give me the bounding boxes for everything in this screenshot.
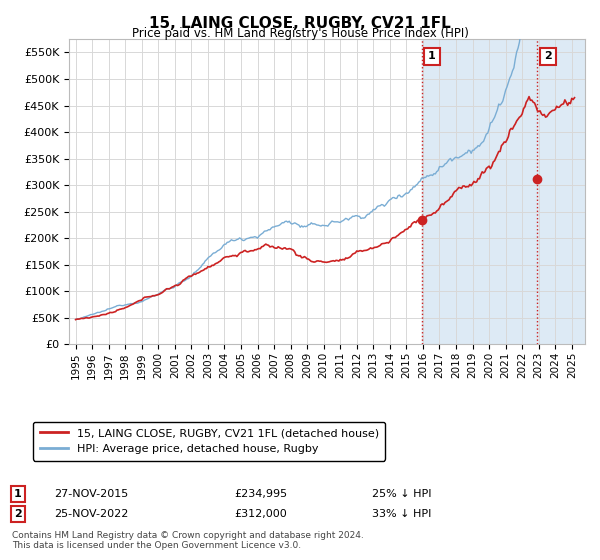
Text: 15, LAING CLOSE, RUGBY, CV21 1FL: 15, LAING CLOSE, RUGBY, CV21 1FL — [149, 16, 451, 31]
Text: 2: 2 — [544, 52, 551, 62]
Text: 25-NOV-2022: 25-NOV-2022 — [54, 509, 128, 519]
Legend: 15, LAING CLOSE, RUGBY, CV21 1FL (detached house), HPI: Average price, detached : 15, LAING CLOSE, RUGBY, CV21 1FL (detach… — [33, 422, 385, 460]
Text: 25% ↓ HPI: 25% ↓ HPI — [372, 489, 431, 499]
Text: 1: 1 — [428, 52, 436, 62]
Text: 1: 1 — [14, 489, 22, 499]
Text: 27-NOV-2015: 27-NOV-2015 — [54, 489, 128, 499]
Text: 2: 2 — [14, 509, 22, 519]
Bar — [538, 39, 589, 344]
Text: £234,995: £234,995 — [234, 489, 287, 499]
Text: 33% ↓ HPI: 33% ↓ HPI — [372, 509, 431, 519]
Text: Contains HM Land Registry data © Crown copyright and database right 2024.
This d: Contains HM Land Registry data © Crown c… — [12, 530, 364, 550]
Text: Price paid vs. HM Land Registry's House Price Index (HPI): Price paid vs. HM Land Registry's House … — [131, 27, 469, 40]
Bar — [422, 39, 538, 344]
Text: £312,000: £312,000 — [234, 509, 287, 519]
